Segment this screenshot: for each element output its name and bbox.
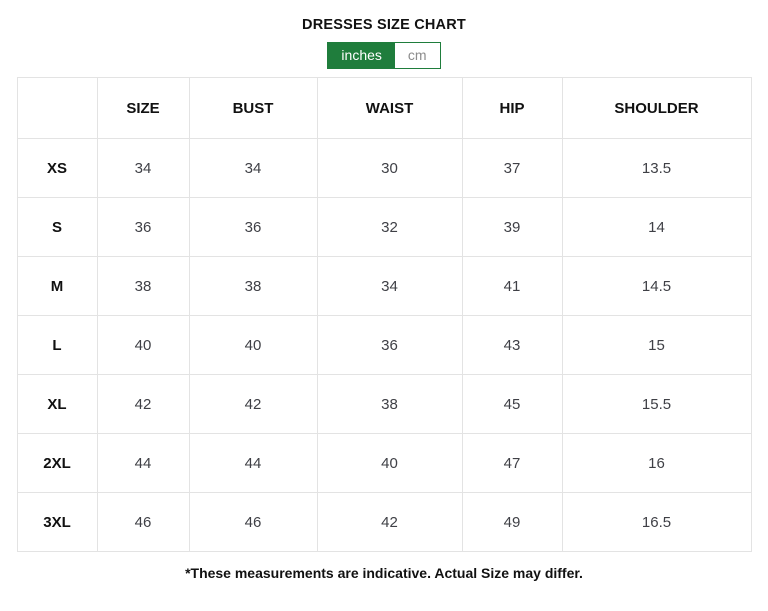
measurement-cell: 34 <box>188 138 318 198</box>
row-label: XL <box>16 374 98 434</box>
measurement-cell: 16 <box>561 433 752 493</box>
measurement-cell: 49 <box>461 492 563 552</box>
measurement-cell: 38 <box>96 256 190 316</box>
measurement-cell: 41 <box>461 256 563 316</box>
measurement-cell: 14 <box>561 197 752 257</box>
column-header-empty <box>16 77 98 139</box>
measurement-cell: 38 <box>316 374 463 434</box>
unit-toggle-wrap: inches cm <box>0 42 768 69</box>
table-row: L 40 40 36 43 15 <box>16 315 752 375</box>
row-label: L <box>16 315 98 375</box>
measurement-cell: 37 <box>461 138 563 198</box>
measurement-cell: 13.5 <box>561 138 752 198</box>
measurement-cell: 40 <box>188 315 318 375</box>
measurement-cell: 36 <box>316 315 463 375</box>
unit-toggle: inches cm <box>327 42 441 69</box>
measurement-cell: 36 <box>96 197 190 257</box>
measurement-cell: 43 <box>461 315 563 375</box>
row-label: 3XL <box>16 492 98 552</box>
measurement-cell: 42 <box>316 492 463 552</box>
measurement-cell: 38 <box>188 256 318 316</box>
measurement-cell: 14.5 <box>561 256 752 316</box>
unit-toggle-cm[interactable]: cm <box>394 43 440 68</box>
row-label: S <box>16 197 98 257</box>
row-label: M <box>16 256 98 316</box>
page-title: DRESSES SIZE CHART <box>302 17 466 33</box>
measurement-cell: 47 <box>461 433 563 493</box>
measurement-cell: 45 <box>461 374 563 434</box>
measurement-cell: 44 <box>188 433 318 493</box>
column-header-size: SIZE <box>96 77 190 139</box>
column-header-shoulder: SHOULDER <box>561 77 752 139</box>
row-label: 2XL <box>16 433 98 493</box>
measurement-cell: 46 <box>96 492 190 552</box>
measurement-cell: 46 <box>188 492 318 552</box>
table-row: XL 42 42 38 45 15.5 <box>16 374 752 434</box>
column-header-bust: BUST <box>188 77 318 139</box>
measurement-cell: 16.5 <box>561 492 752 552</box>
column-header-waist: WAIST <box>316 77 463 139</box>
measurement-cell: 39 <box>461 197 563 257</box>
measurement-cell: 42 <box>96 374 190 434</box>
measurement-cell: 44 <box>96 433 190 493</box>
column-header-hip: HIP <box>461 77 563 139</box>
measurement-cell: 15.5 <box>561 374 752 434</box>
table-row: 3XL 46 46 42 49 16.5 <box>16 492 752 552</box>
size-chart-table: SIZE BUST WAIST HIP SHOULDER XS 34 34 30 37 1… <box>16 77 752 552</box>
measurement-cell: 40 <box>96 315 190 375</box>
row-label: XS <box>16 138 98 198</box>
unit-toggle-inches[interactable]: inches <box>328 43 395 68</box>
table-header-row: SIZE BUST WAIST HIP SHOULDER <box>16 77 752 139</box>
measurement-cell: 36 <box>188 197 318 257</box>
table-row: S 36 36 32 39 14 <box>16 197 752 257</box>
measurement-cell: 32 <box>316 197 463 257</box>
measurement-cell: 15 <box>561 315 752 375</box>
measurement-cell: 30 <box>316 138 463 198</box>
table-row: XS 34 34 30 37 13.5 <box>16 138 752 198</box>
table-row: M 38 38 34 41 14.5 <box>16 256 752 316</box>
measurement-cell: 34 <box>96 138 190 198</box>
measurement-cell: 34 <box>316 256 463 316</box>
table-row: 2XL 44 44 40 47 16 <box>16 433 752 493</box>
footnote: *These measurements are indicative. Actu… <box>185 565 583 581</box>
measurement-cell: 40 <box>316 433 463 493</box>
measurement-cell: 42 <box>188 374 318 434</box>
